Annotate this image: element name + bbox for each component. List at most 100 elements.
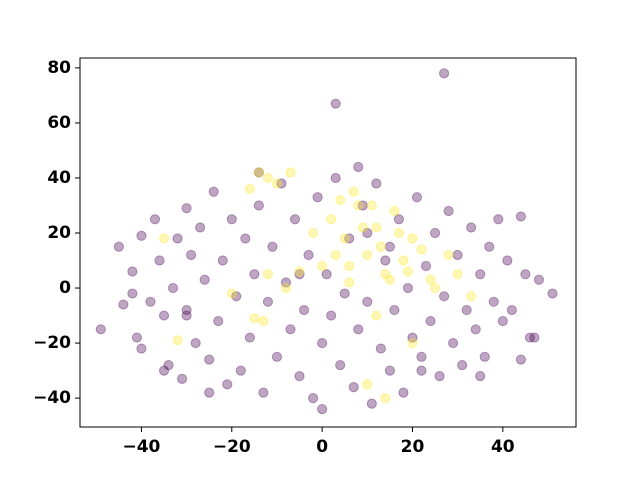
point bbox=[158, 365, 170, 376]
point bbox=[95, 324, 106, 335]
point bbox=[466, 291, 477, 302]
point bbox=[335, 194, 346, 206]
point bbox=[289, 214, 301, 225]
point bbox=[244, 183, 255, 195]
point bbox=[285, 167, 296, 178]
point bbox=[321, 269, 332, 280]
point bbox=[402, 266, 414, 277]
point bbox=[118, 299, 129, 310]
point bbox=[380, 255, 391, 266]
x-tick-label: −40 bbox=[122, 437, 160, 457]
point bbox=[235, 365, 246, 376]
point bbox=[294, 269, 305, 280]
point bbox=[280, 282, 292, 294]
point bbox=[506, 304, 517, 316]
point bbox=[145, 296, 156, 307]
point bbox=[312, 192, 323, 203]
point bbox=[267, 241, 278, 252]
point bbox=[438, 68, 450, 79]
point bbox=[262, 296, 274, 307]
y-tick-label: −40 bbox=[33, 388, 71, 408]
points bbox=[95, 68, 558, 415]
point bbox=[380, 393, 391, 404]
point bbox=[172, 335, 183, 346]
point bbox=[420, 260, 432, 272]
point bbox=[533, 274, 545, 285]
point bbox=[398, 387, 409, 398]
point bbox=[402, 282, 414, 294]
point bbox=[357, 222, 368, 233]
point bbox=[425, 274, 436, 285]
point bbox=[502, 255, 513, 266]
y-tick-label: 60 bbox=[47, 113, 71, 133]
point bbox=[479, 351, 490, 362]
point bbox=[466, 222, 477, 233]
point bbox=[154, 255, 165, 266]
point bbox=[411, 192, 423, 203]
point bbox=[307, 227, 319, 239]
point bbox=[127, 288, 138, 299]
x-tick-label: −20 bbox=[213, 437, 251, 457]
point bbox=[344, 233, 355, 244]
point bbox=[375, 241, 386, 252]
point bbox=[330, 172, 341, 184]
point bbox=[389, 205, 400, 217]
point bbox=[285, 324, 296, 335]
plot-frame bbox=[79, 57, 577, 428]
point bbox=[497, 315, 508, 327]
point bbox=[488, 296, 499, 307]
point bbox=[181, 304, 192, 316]
y-tick-label: 80 bbox=[47, 58, 71, 78]
point bbox=[371, 222, 382, 233]
point bbox=[380, 269, 391, 280]
point bbox=[172, 233, 183, 244]
point bbox=[244, 332, 255, 343]
point bbox=[371, 178, 382, 189]
point bbox=[262, 269, 274, 280]
point bbox=[529, 332, 540, 343]
point bbox=[339, 288, 350, 299]
point bbox=[344, 260, 355, 272]
point bbox=[371, 310, 382, 321]
point bbox=[280, 277, 292, 288]
point bbox=[384, 274, 395, 285]
point bbox=[429, 282, 441, 294]
point bbox=[362, 379, 373, 390]
x-tick-label: 40 bbox=[491, 437, 515, 457]
point bbox=[375, 343, 386, 354]
point bbox=[416, 365, 427, 376]
point bbox=[384, 241, 395, 252]
point bbox=[276, 178, 287, 189]
point bbox=[457, 359, 468, 371]
point bbox=[416, 351, 427, 362]
point bbox=[470, 324, 481, 335]
point bbox=[326, 310, 337, 321]
point bbox=[317, 260, 328, 272]
point bbox=[158, 233, 170, 244]
point bbox=[344, 277, 355, 288]
y-tick-label: −20 bbox=[33, 333, 71, 353]
point bbox=[258, 387, 269, 398]
point bbox=[443, 205, 454, 217]
point bbox=[353, 324, 364, 335]
point bbox=[131, 332, 143, 343]
point bbox=[452, 269, 463, 280]
point bbox=[348, 382, 359, 393]
point bbox=[294, 266, 305, 277]
point bbox=[484, 241, 495, 252]
point bbox=[317, 337, 328, 349]
point bbox=[271, 178, 283, 189]
point bbox=[307, 393, 319, 404]
point bbox=[384, 365, 395, 376]
point bbox=[298, 304, 310, 316]
x-tick-label: 20 bbox=[401, 437, 425, 457]
y-tick-label: 40 bbox=[47, 168, 71, 188]
point bbox=[199, 274, 210, 285]
point bbox=[190, 337, 201, 349]
point bbox=[515, 354, 526, 365]
point bbox=[176, 373, 188, 384]
point bbox=[429, 227, 441, 239]
point bbox=[448, 337, 459, 349]
point bbox=[438, 291, 450, 302]
